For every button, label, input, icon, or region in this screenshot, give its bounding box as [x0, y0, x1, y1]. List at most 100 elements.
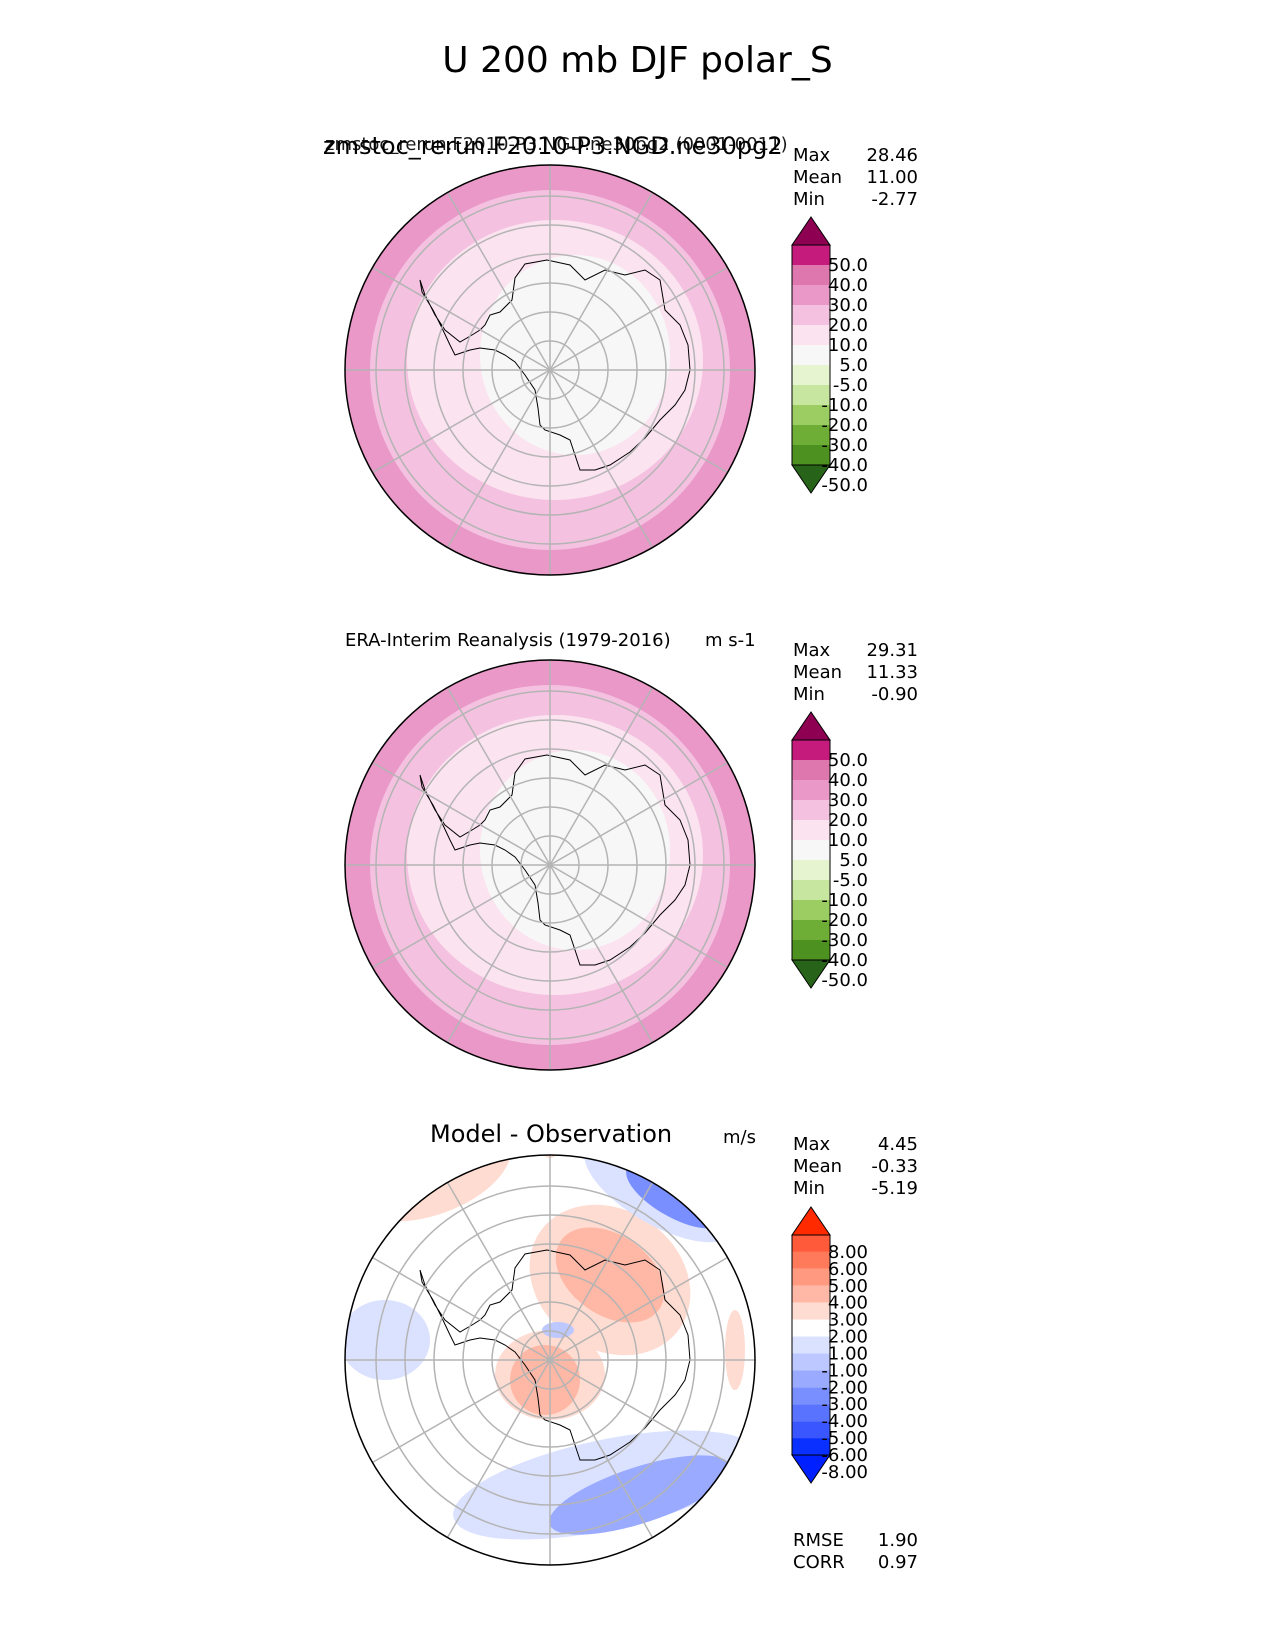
colorbar-tick-label: 4.00 [828, 1293, 868, 1314]
colorbar-segment-5 [792, 325, 830, 345]
colorbar-tick-label: -5.00 [821, 1428, 868, 1449]
colorbar-segment-4 [792, 1285, 830, 1303]
colorbar-tick-label: -10.0 [821, 890, 868, 911]
colorbar-segment-1 [792, 245, 830, 265]
colorbar-segment-10 [792, 425, 830, 445]
colorbar-segment-9 [792, 1370, 830, 1388]
colorbar-segment-2 [792, 1251, 830, 1269]
colorbar-segment-9 [792, 405, 830, 425]
figure-title: U 200 mb DJF polar_S [442, 40, 833, 81]
colorbar-tick-label: -50.0 [821, 475, 868, 496]
colorbar-segment-7 [792, 1336, 830, 1354]
colorbar-frame [791, 244, 831, 466]
panel3-rmse-label: RMSE [793, 1530, 844, 1551]
panel2-mean-label: Mean [793, 662, 843, 683]
colorbar-segment-10 [792, 920, 830, 940]
anomaly-positive-2-core [510, 1345, 580, 1415]
colorbar-tick-label: 3.00 [828, 1310, 868, 1331]
panel3-rmse-value: 1.90 [877, 1530, 918, 1551]
colorbar-tick-label: -8.00 [821, 1462, 868, 1483]
panel1-mean-value: 11.00 [866, 167, 918, 188]
colorbar-tick-label: 2.00 [828, 1327, 868, 1348]
anomaly-positive-1-core [555, 1227, 665, 1323]
colorbar-segment-7 [792, 860, 830, 880]
panel3-colorbar: 8.006.005.004.003.002.001.00-1.00-2.00-3… [791, 1206, 868, 1484]
colorbar-segment-6 [792, 1319, 830, 1337]
colorbar-tick-label: -40.0 [821, 950, 868, 971]
panel2-max-label: Max [793, 640, 831, 661]
panel1-title: zmstoc_rerun.F2010-P3.NGD.ne30pg2 [323, 132, 783, 160]
colorbar-tick-label: -5.0 [833, 870, 868, 891]
coastline-panel-1 [419, 259, 691, 471]
colorbar-tick-label: 50.0 [828, 255, 868, 276]
colorbar-segment-5 [792, 1302, 830, 1320]
colorbar-tick-label: 30.0 [828, 790, 868, 811]
colorbar-segment-4 [792, 305, 830, 325]
colorbar-segment-3 [792, 285, 830, 305]
colorbar-tick-label: 10.0 [828, 335, 868, 356]
panel1-colorbar: 50.040.030.020.010.05.0-5.0-10.0-20.0-30… [791, 216, 868, 496]
panel2-colorbar: 50.040.030.020.010.05.0-5.0-10.0-20.0-30… [791, 711, 868, 991]
panel3-min-label: Min [793, 1178, 825, 1199]
anomaly-negative-1-core [549, 1455, 731, 1535]
colorbar-tick-label: 40.0 [828, 770, 868, 791]
colorbar-tick-label: -2.00 [821, 1377, 868, 1398]
colorbar-tick-label: -40.0 [821, 455, 868, 476]
anomaly-negative-3 [345, 1300, 430, 1380]
meridian-150 [446, 192, 654, 548]
colorbar-tick-label: 5.0 [839, 850, 868, 871]
colorbar-tick-label: 50.0 [828, 750, 868, 771]
colorbar-segment-6 [792, 840, 830, 860]
colorbar-tick-label: 20.0 [828, 810, 868, 831]
colorbar-tick-label: -20.0 [821, 910, 868, 931]
colorbar-segment-13 [792, 1438, 830, 1455]
panel3-mean-label: Mean [793, 1156, 843, 1177]
coastline-panel-3 [419, 1249, 691, 1461]
colorbar-tick-label: 1.00 [828, 1343, 868, 1364]
panel1-polar-map [344, 164, 756, 576]
panel3-max-value: 4.45 [877, 1134, 918, 1155]
colorbar-segment-5 [792, 820, 830, 840]
colorbar-segment-8 [792, 385, 830, 405]
map-boundary [344, 164, 756, 576]
colorbar-tick-label: 20.0 [828, 315, 868, 336]
colorbar-segment-12 [792, 1421, 830, 1439]
colorbar-tick-label: 10.0 [828, 830, 868, 851]
panel2-mean-value: 11.33 [866, 662, 918, 683]
colorbar-frame [791, 739, 831, 961]
panel3-corr-label: CORR [793, 1552, 845, 1573]
colorbar-tick-label: 8.00 [828, 1242, 868, 1263]
colorbar-tick-label: -50.0 [821, 970, 868, 991]
panel2-title: ERA-Interim Reanalysis (1979-2016) [345, 630, 671, 651]
panel3-polar-map [344, 1154, 756, 1566]
colorbar-segment-3 [792, 780, 830, 800]
colorbar-tick-label: 5.0 [839, 355, 868, 376]
colorbar-segment-10 [792, 1387, 830, 1405]
colorbar-tick-label: -6.00 [821, 1445, 868, 1466]
anomaly-negative-4 [542, 1322, 574, 1338]
colorbar-extend-top [791, 216, 831, 246]
map-boundary [344, 1154, 756, 1566]
panel3-title: Model - Observation [430, 1120, 673, 1148]
colorbar-tick-label: -10.0 [821, 395, 868, 416]
panel3-min-value: -5.19 [871, 1178, 918, 1199]
colorbar-tick-label: -30.0 [821, 930, 868, 951]
panel3-mean-value: -0.33 [871, 1156, 918, 1177]
colorbar-segment-7 [792, 365, 830, 385]
colorbar-segment-11 [792, 940, 830, 960]
colorbar-segment-11 [792, 445, 830, 465]
panel3-max-label: Max [793, 1134, 831, 1155]
colorbar-tick-label: -4.00 [821, 1411, 868, 1432]
anomaly-positive-5 [725, 1310, 745, 1390]
colorbar-tick-label: -5.0 [833, 375, 868, 396]
colorbar-segment-6 [792, 345, 830, 365]
panel1-min-label: Min [793, 189, 825, 210]
colorbar-segment-8 [792, 1353, 830, 1371]
panel2-min-value: -0.90 [871, 684, 918, 705]
colorbar-segment-1 [792, 740, 830, 760]
colorbar-segment-9 [792, 900, 830, 920]
coastline-panel-2 [419, 754, 691, 966]
panel2-units: m s-1 [705, 630, 756, 651]
colorbar-tick-label: -20.0 [821, 415, 868, 436]
colorbar-tick-label: -3.00 [821, 1394, 868, 1415]
